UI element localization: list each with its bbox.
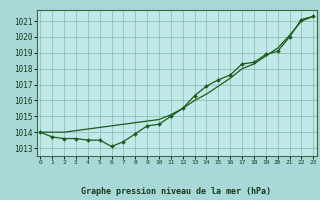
Text: Graphe pression niveau de la mer (hPa): Graphe pression niveau de la mer (hPa): [81, 187, 271, 196]
